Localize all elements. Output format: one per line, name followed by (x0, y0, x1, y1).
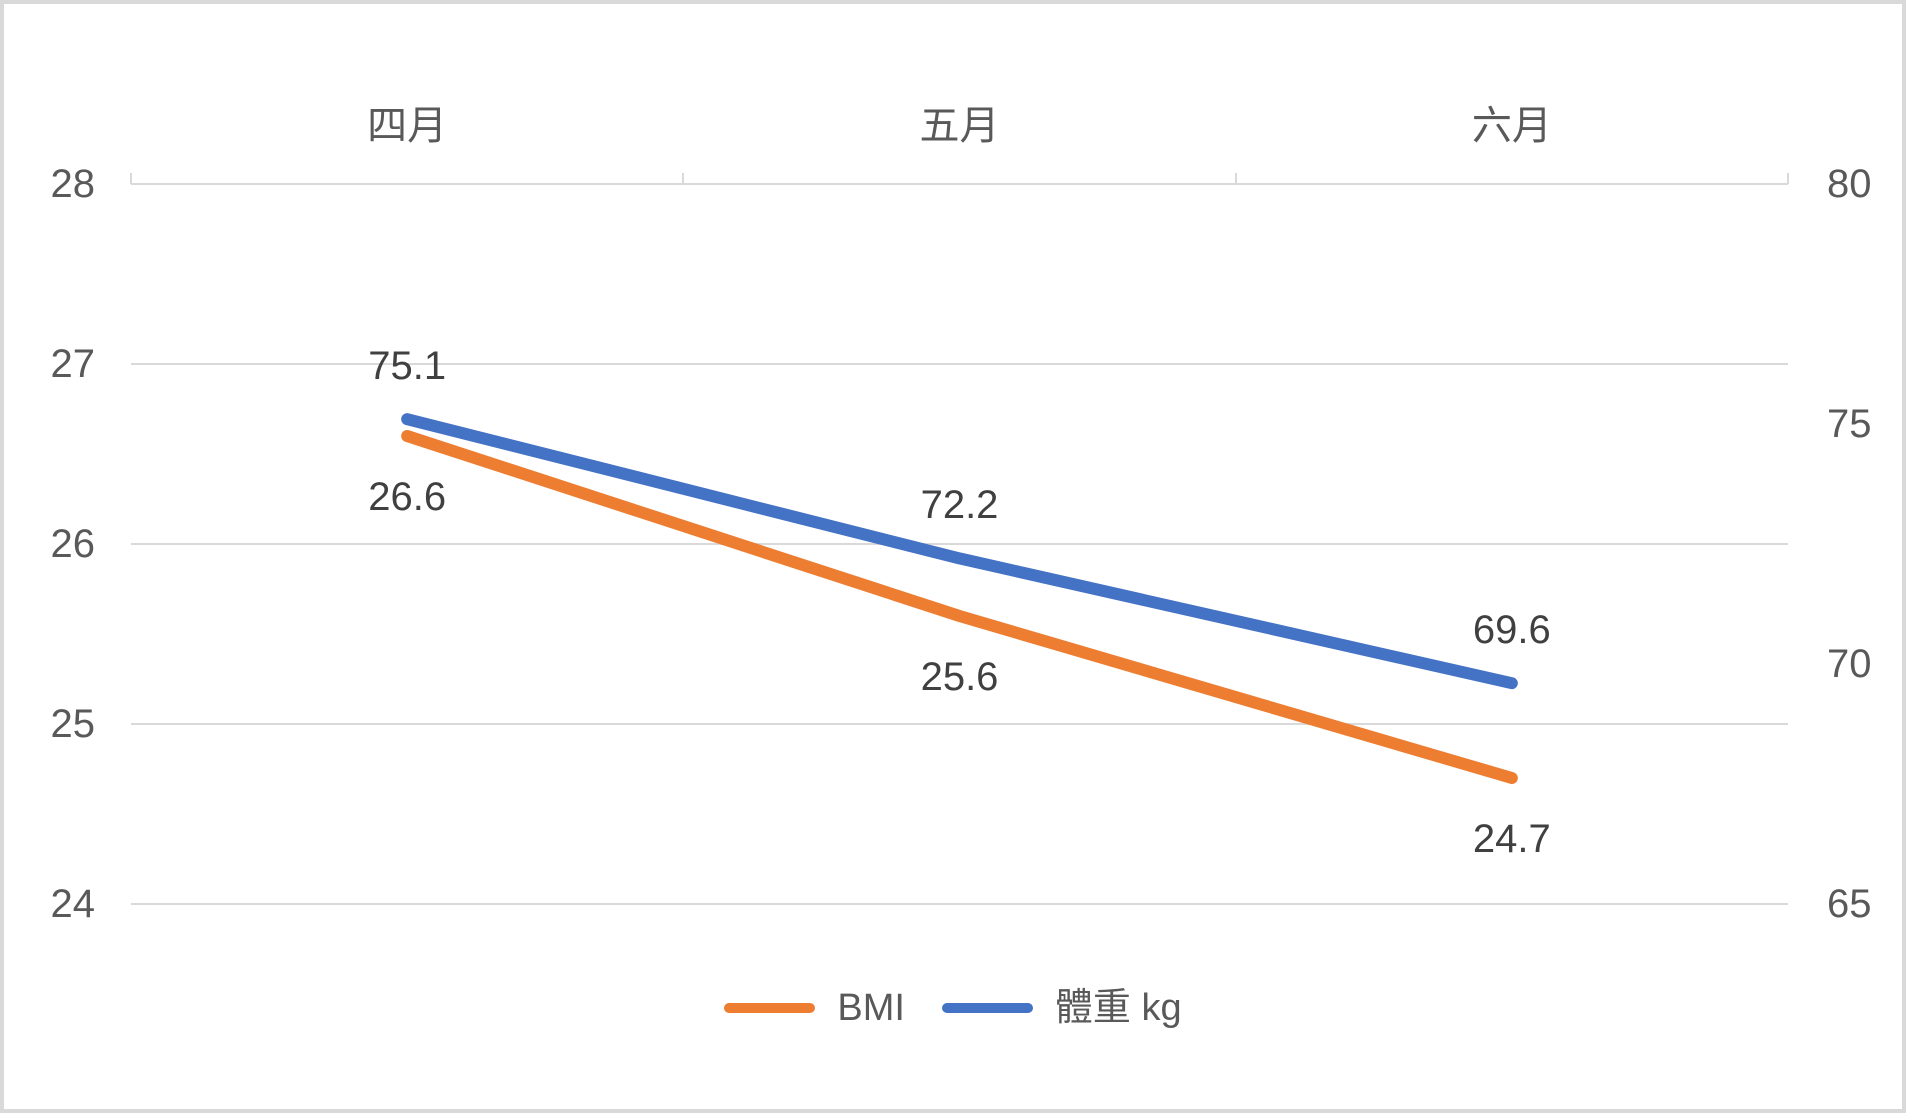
legend-item-weight: 體重 kg (941, 987, 1182, 1029)
x-axis-category-label: 四月 (367, 104, 448, 148)
y-axis-left-tick-label: 28 (50, 162, 96, 206)
x-axis-category-label: 五月 (919, 104, 1000, 148)
y-axis-right-tick-label: 80 (1827, 162, 1872, 206)
x-axis-tick-mark (1234, 173, 1237, 184)
data-label-weight-kg: 72.2 (920, 483, 999, 528)
y-axis-left-tick-label: 26 (50, 522, 96, 566)
gridline (131, 543, 1788, 545)
y-axis-right-tick-label: 70 (1827, 642, 1872, 686)
series-line-weight-kg (401, 413, 1518, 690)
x-axis-tick-mark (130, 173, 132, 184)
y-axis-left-tick-label: 24 (50, 882, 96, 926)
gridline (131, 723, 1788, 725)
gridline (131, 183, 1788, 185)
legend-swatch-weight (941, 1003, 1033, 1013)
gridline (131, 363, 1788, 365)
series-line-bmi (401, 430, 1518, 784)
x-axis-tick-mark (682, 173, 685, 184)
legend-label-weight: 體重 kg (1054, 987, 1182, 1029)
data-label-bmi: 26.6 (368, 475, 447, 519)
y-axis-left-tick-label: 25 (50, 702, 96, 746)
legend-swatch-bmi (724, 1003, 816, 1013)
gridline (131, 903, 1788, 905)
data-label-weight-kg: 75.1 (368, 344, 447, 389)
y-axis-right-tick-label: 75 (1827, 402, 1872, 446)
legend-label-bmi: BMI (837, 987, 905, 1029)
data-label-weight-kg: 69.6 (1472, 608, 1551, 653)
x-axis-category-label: 六月 (1471, 104, 1552, 148)
chart-legend: BMI 體重 kg (0, 986, 1906, 1030)
data-label-bmi: 25.6 (920, 655, 999, 699)
x-axis-tick-mark (1787, 173, 1789, 184)
data-label-bmi: 24.7 (1472, 817, 1551, 861)
y-axis-right-tick-label: 65 (1827, 882, 1872, 926)
legend-item-bmi: BMI (724, 989, 905, 1027)
y-axis-left-tick-label: 27 (50, 342, 96, 386)
